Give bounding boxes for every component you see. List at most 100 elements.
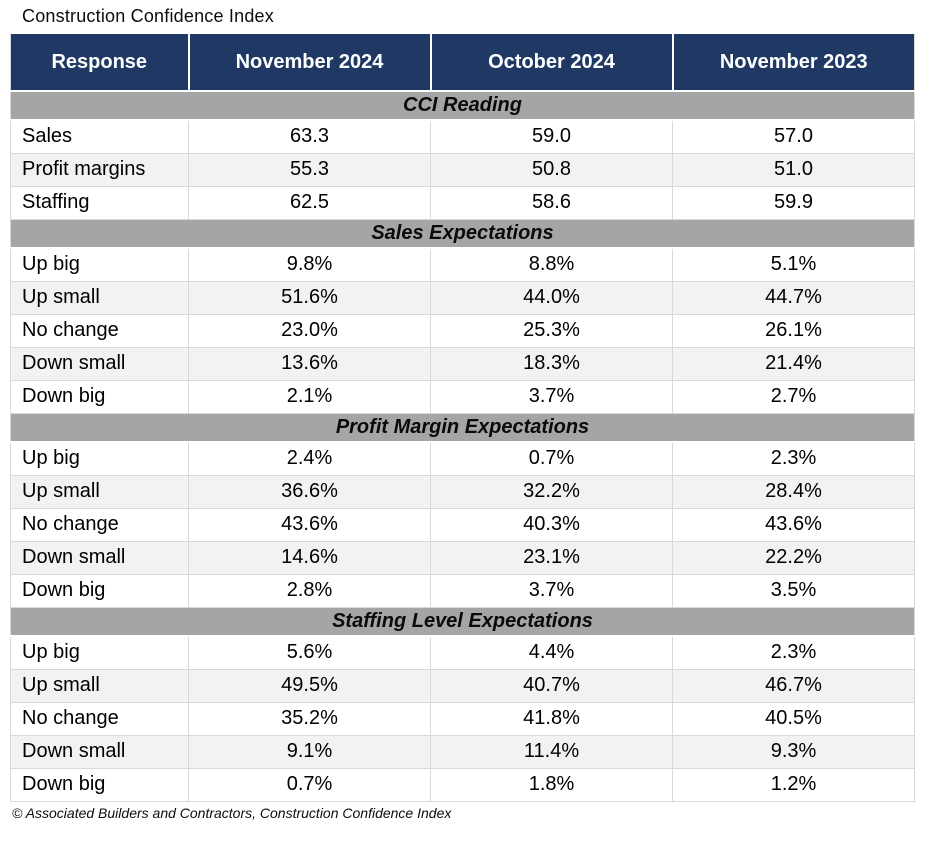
page: Construction Confidence Index Response N…	[10, 6, 915, 821]
value-cell: 23.1%	[430, 540, 673, 575]
value-cell: 0.7%	[188, 767, 431, 802]
value-cell: 5.6%	[188, 635, 431, 670]
source-attribution: © Associated Builders and Contractors, C…	[12, 804, 452, 821]
value-cell: 32.2%	[430, 474, 673, 509]
table-row: No change 23.0% 25.3% 26.1%	[10, 313, 915, 348]
value-cell: 25.3%	[430, 313, 673, 348]
value-cell: 40.5%	[672, 701, 915, 736]
column-header-november-2023: November 2023	[671, 34, 915, 92]
response-cell: Sales	[10, 119, 189, 154]
value-cell: 36.6%	[188, 474, 431, 509]
response-cell: Down big	[10, 379, 189, 414]
value-cell: 3.7%	[430, 379, 673, 414]
table-row: No change 35.2% 41.8% 40.5%	[10, 701, 915, 736]
response-cell: Down big	[10, 767, 189, 802]
value-cell: 43.6%	[672, 507, 915, 542]
value-cell: 1.2%	[672, 767, 915, 802]
value-cell: 2.7%	[672, 379, 915, 414]
value-cell: 51.0	[672, 152, 915, 187]
value-cell: 41.8%	[430, 701, 673, 736]
value-cell: 23.0%	[188, 313, 431, 348]
section-header-profit-margin-expectations: Profit Margin Expectations	[10, 412, 915, 443]
header-row: Response November 2024 October 2024 Nove…	[10, 34, 915, 92]
value-cell: 9.8%	[188, 247, 431, 282]
value-cell: 46.7%	[672, 668, 915, 703]
response-cell: Down small	[10, 346, 189, 381]
response-cell: Profit margins	[10, 152, 189, 187]
value-cell: 62.5	[188, 185, 431, 220]
table-row: Sales 63.3 59.0 57.0	[10, 119, 915, 154]
value-cell: 9.3%	[672, 734, 915, 769]
value-cell: 40.7%	[430, 668, 673, 703]
page-title: Construction Confidence Index	[22, 6, 274, 26]
value-cell: 2.3%	[672, 441, 915, 476]
value-cell: 43.6%	[188, 507, 431, 542]
response-cell: No change	[10, 701, 189, 736]
table-row: Up big 9.8% 8.8% 5.1%	[10, 247, 915, 282]
value-cell: 59.0	[430, 119, 673, 154]
table-row: Staffing 62.5 58.6 59.9	[10, 185, 915, 220]
value-cell: 59.9	[672, 185, 915, 220]
response-cell: No change	[10, 507, 189, 542]
response-cell: Down big	[10, 573, 189, 608]
table-row: Down small 13.6% 18.3% 21.4%	[10, 346, 915, 381]
value-cell: 40.3%	[430, 507, 673, 542]
value-cell: 14.6%	[188, 540, 431, 575]
table-row: Up big 5.6% 4.4% 2.3%	[10, 635, 915, 670]
table-row: Down big 2.1% 3.7% 2.7%	[10, 379, 915, 414]
section-header-staffing-level-expectations: Staffing Level Expectations	[10, 606, 915, 637]
value-cell: 49.5%	[188, 668, 431, 703]
value-cell: 2.3%	[672, 635, 915, 670]
value-cell: 8.8%	[430, 247, 673, 282]
section-label: Sales Expectations	[10, 218, 915, 249]
value-cell: 18.3%	[430, 346, 673, 381]
value-cell: 13.6%	[188, 346, 431, 381]
value-cell: 0.7%	[430, 441, 673, 476]
table-row: Up small 36.6% 32.2% 28.4%	[10, 474, 915, 509]
value-cell: 4.4%	[430, 635, 673, 670]
value-cell: 3.7%	[430, 573, 673, 608]
value-cell: 50.8	[430, 152, 673, 187]
value-cell: 28.4%	[672, 474, 915, 509]
response-cell: Up small	[10, 280, 189, 315]
value-cell: 9.1%	[188, 734, 431, 769]
table-row: Down small 14.6% 23.1% 22.2%	[10, 540, 915, 575]
table-row: Down big 0.7% 1.8% 1.2%	[10, 767, 915, 802]
table-row: Down small 9.1% 11.4% 9.3%	[10, 734, 915, 769]
section-header-cci-reading: CCI Reading	[10, 90, 915, 121]
response-cell: Up big	[10, 247, 189, 282]
section-label: Staffing Level Expectations	[10, 606, 915, 637]
value-cell: 35.2%	[188, 701, 431, 736]
value-cell: 11.4%	[430, 734, 673, 769]
value-cell: 22.2%	[672, 540, 915, 575]
value-cell: 2.8%	[188, 573, 431, 608]
value-cell: 63.3	[188, 119, 431, 154]
table-row: Profit margins 55.3 50.8 51.0	[10, 152, 915, 187]
response-cell: No change	[10, 313, 189, 348]
table-row: Down big 2.8% 3.7% 3.5%	[10, 573, 915, 608]
value-cell: 3.5%	[672, 573, 915, 608]
value-cell: 2.1%	[188, 379, 431, 414]
cci-table: Response November 2024 October 2024 Nove…	[10, 34, 915, 802]
response-cell: Up big	[10, 635, 189, 670]
column-header-october-2024: October 2024	[429, 34, 673, 92]
value-cell: 44.7%	[672, 280, 915, 315]
response-cell: Up big	[10, 441, 189, 476]
value-cell: 5.1%	[672, 247, 915, 282]
value-cell: 57.0	[672, 119, 915, 154]
value-cell: 58.6	[430, 185, 673, 220]
response-cell: Staffing	[10, 185, 189, 220]
section-label: Profit Margin Expectations	[10, 412, 915, 443]
column-header-response: Response	[10, 34, 189, 92]
response-cell: Down small	[10, 540, 189, 575]
table-row: Up small 49.5% 40.7% 46.7%	[10, 668, 915, 703]
value-cell: 26.1%	[672, 313, 915, 348]
table-row: Up small 51.6% 44.0% 44.7%	[10, 280, 915, 315]
value-cell: 55.3	[188, 152, 431, 187]
value-cell: 51.6%	[188, 280, 431, 315]
section-header-sales-expectations: Sales Expectations	[10, 218, 915, 249]
value-cell: 1.8%	[430, 767, 673, 802]
value-cell: 21.4%	[672, 346, 915, 381]
section-label: CCI Reading	[10, 90, 915, 121]
table-row: No change 43.6% 40.3% 43.6%	[10, 507, 915, 542]
